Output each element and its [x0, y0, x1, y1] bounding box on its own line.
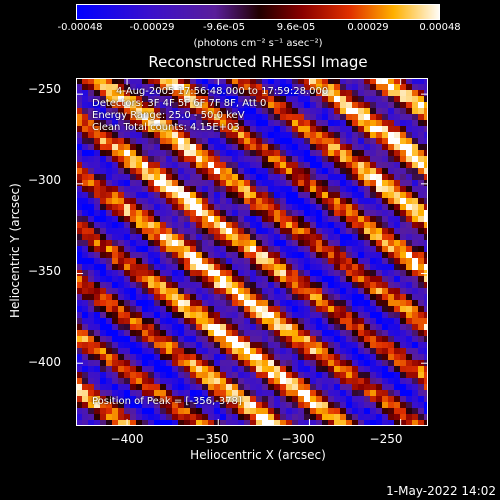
datestamp: 1-May-2022 14:02	[386, 484, 496, 498]
colorbar-unit: (photons cm⁻² s⁻¹ asec⁻²)	[193, 38, 323, 49]
detectors-label: Detectors: 3F 4F 5F 6F 7F 8F, Att 0	[92, 98, 267, 109]
y-axis-label: Heliocentric Y (arcsec)	[8, 183, 22, 318]
peak-position-label: Position of Peak = [-356,-378]	[92, 396, 242, 407]
heatmap-plot	[76, 78, 428, 426]
colorbar-tick: -0.00048	[57, 22, 103, 33]
energy-range-label: Energy Range: 25.0 - 50.0 keV	[92, 110, 245, 121]
colorbar	[76, 4, 440, 20]
colorbar-tick: -0.00029	[129, 22, 175, 33]
colorbar-tick: 9.6e-05	[276, 22, 316, 33]
y-tick-label: −400	[28, 355, 61, 369]
y-tick-label: −300	[28, 173, 61, 187]
x-tick-label: −350	[195, 432, 229, 446]
x-tick-label: −300	[281, 432, 315, 446]
y-tick-label: −350	[28, 264, 61, 278]
chart-title: Reconstructed RHESSI Image	[148, 53, 368, 71]
clean-counts-label: Clean Total counts: 4.15E+03	[92, 122, 240, 133]
colorbar-tick: -9.6e-05	[203, 22, 245, 33]
colorbar-tick: 0.00029	[347, 22, 389, 33]
colorbar-tick: 0.00048	[419, 22, 461, 33]
time-range-label: 4-Aug-2005 17:56:48.000 to 17:59:28.000	[116, 86, 329, 97]
x-tick-label: −250	[369, 432, 403, 446]
y-tick-label: −250	[28, 82, 61, 96]
x-axis-label: Heliocentric X (arcsec)	[190, 448, 326, 462]
x-tick-label: −400	[110, 432, 144, 446]
plot-frame	[76, 78, 428, 426]
